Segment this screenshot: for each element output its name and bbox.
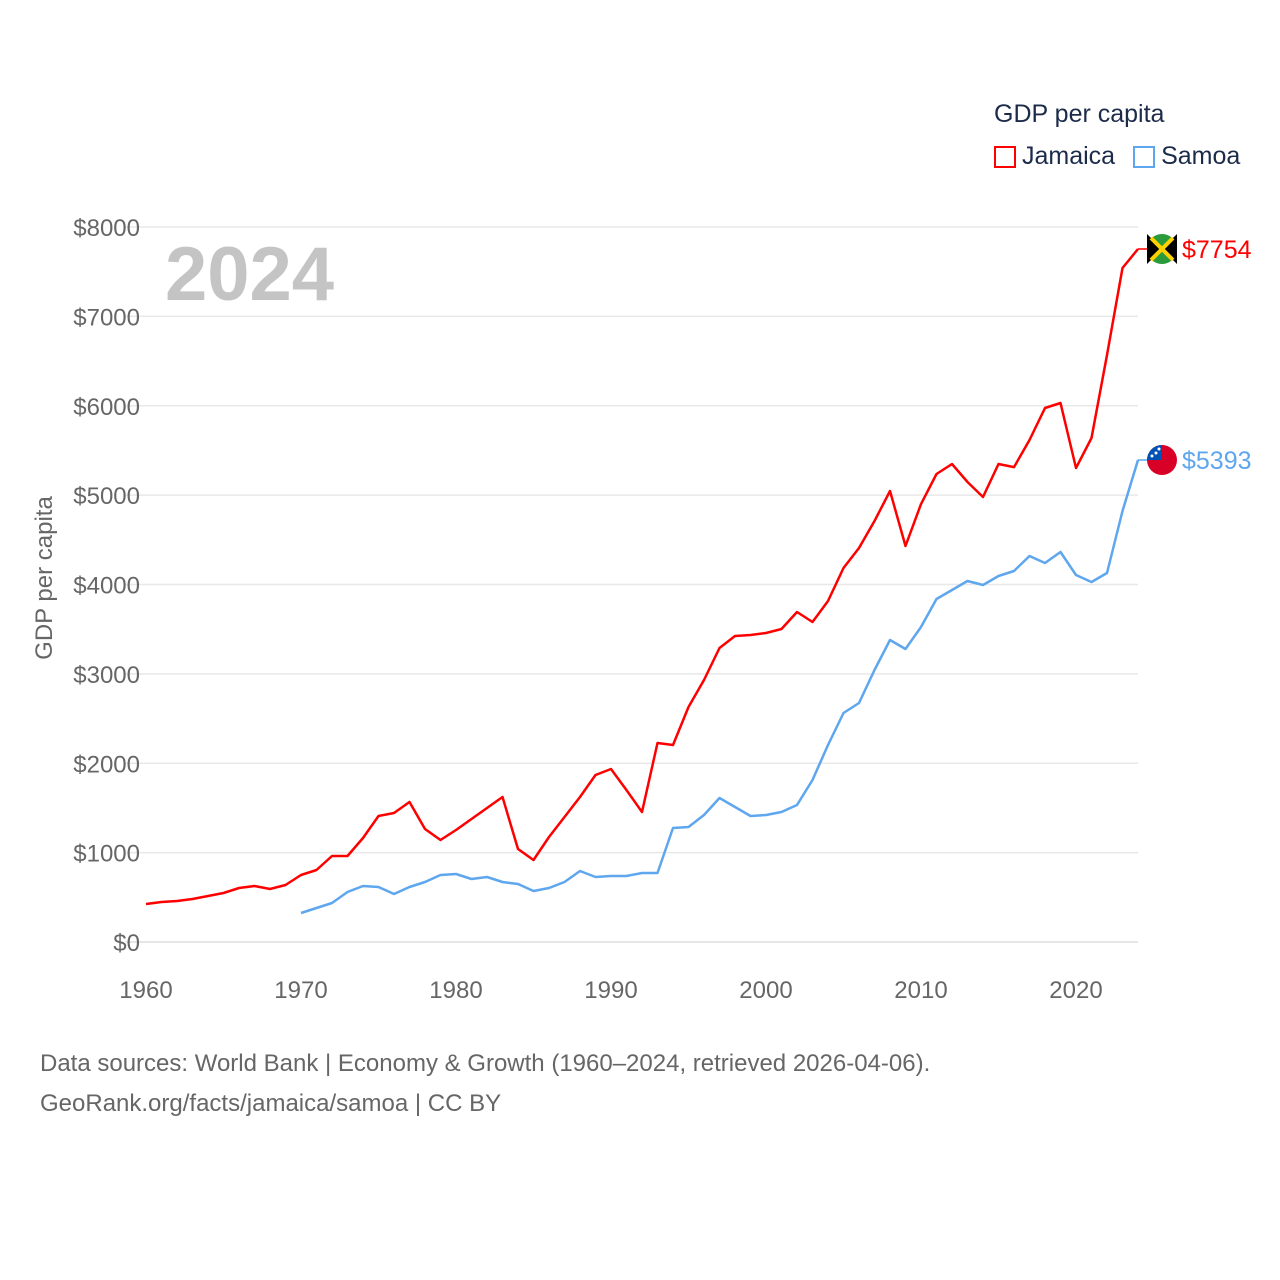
y-tick-label: $2000	[73, 751, 140, 778]
x-tick-label: 1980	[429, 977, 482, 1004]
legend-swatch-jamaica	[994, 145, 1016, 168]
samoa-flag-star	[1157, 447, 1161, 451]
y-tick-label: $7000	[73, 304, 140, 331]
data-sources: Data sources: World Bank | Economy & Gro…	[40, 1050, 931, 1077]
x-tick-label: 2020	[1049, 977, 1102, 1004]
footer: Data sources: World Bank | Economy & Gro…	[40, 1044, 930, 1124]
legend-item-samoa[interactable]: Samoa	[1133, 142, 1240, 171]
y-axis-label: GDP per capita	[31, 496, 58, 660]
legend: Jamaica Samoa	[994, 142, 1240, 171]
y-tick-label: $0	[113, 930, 140, 957]
legend-title: GDP per capita	[994, 100, 1165, 128]
jamaica-flag-hoist	[1147, 233, 1162, 264]
y-tick-label: $3000	[73, 662, 140, 689]
end-value-label-jamaica: $7754	[1182, 236, 1252, 264]
x-tick-label: 1990	[584, 977, 637, 1004]
jamaica-flag-fly	[1162, 233, 1177, 264]
y-tick-label: $1000	[73, 841, 140, 868]
end-value-label-samoa: $5393	[1182, 447, 1252, 475]
x-tick-label: 2000	[739, 977, 792, 1004]
samoa-flag-star	[1150, 454, 1154, 458]
legend-label-samoa: Samoa	[1161, 142, 1241, 170]
y-tick-label: $4000	[73, 573, 140, 600]
x-tick-label: 2010	[894, 977, 947, 1004]
y-tick-label: $5000	[73, 483, 140, 510]
legend-item-jamaica[interactable]: Jamaica	[994, 142, 1115, 171]
legend-label-jamaica: Jamaica	[1022, 142, 1116, 170]
y-tick-label: $6000	[73, 394, 140, 421]
series-line-samoa	[300, 459, 1140, 915]
series-line-jamaica	[145, 248, 1139, 906]
year-label: 2024	[165, 232, 334, 317]
legend-swatch-samoa	[1133, 145, 1156, 168]
y-tick-label: $8000	[73, 215, 140, 242]
jamaica-flag-saltire	[1149, 236, 1175, 262]
source-link[interactable]: GeoRank.org/facts/jamaica/samoa | CC BY	[40, 1090, 502, 1117]
x-tick-label: 1960	[119, 977, 172, 1004]
samoa-flag-star	[1154, 451, 1158, 455]
x-tick-label: 1970	[274, 977, 327, 1004]
samoa-flag-canton	[1147, 445, 1162, 461]
